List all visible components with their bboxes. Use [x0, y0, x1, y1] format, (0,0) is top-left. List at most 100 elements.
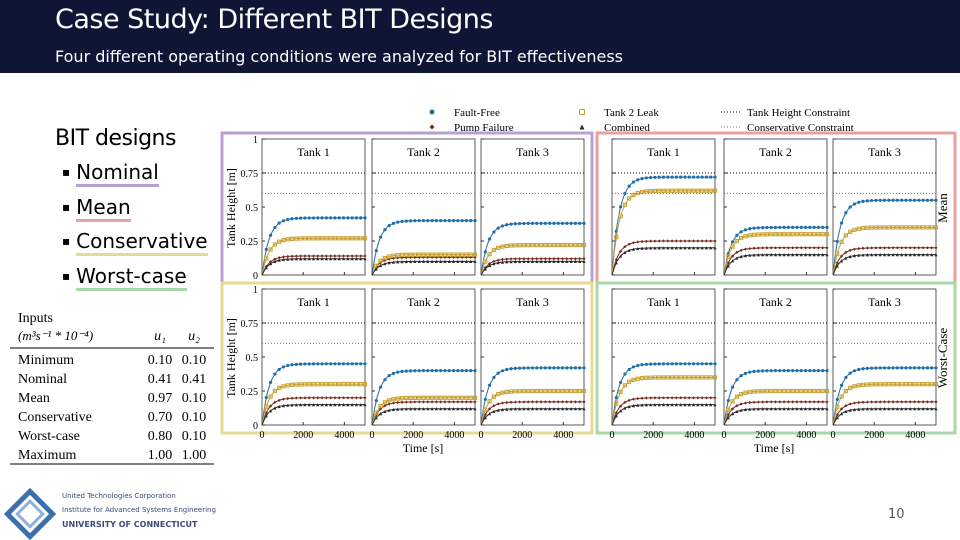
marker — [799, 232, 804, 237]
marker — [483, 397, 487, 401]
marker — [286, 254, 290, 259]
marker — [513, 407, 517, 411]
marker — [865, 382, 870, 387]
series-curve — [723, 369, 829, 426]
marker — [281, 219, 286, 223]
marker — [387, 408, 391, 412]
marker — [713, 239, 717, 243]
x-tick-label: 0 — [610, 430, 615, 441]
marker — [363, 396, 367, 400]
marker — [374, 398, 378, 403]
marker — [464, 259, 469, 264]
marker — [712, 375, 718, 380]
bullet-text: Conservative — [76, 229, 208, 256]
panel-title: Tank 1 — [647, 295, 680, 309]
x-tick-label: 4000 — [796, 430, 816, 441]
marker — [917, 407, 921, 411]
marker — [434, 252, 439, 257]
marker — [795, 225, 799, 230]
marker — [861, 199, 865, 203]
marker — [303, 403, 307, 407]
marker — [496, 261, 500, 265]
marker — [679, 175, 683, 179]
marker — [345, 382, 350, 387]
y-tick-label: 0.25 — [241, 387, 259, 398]
x-tick-label: 4000 — [334, 430, 354, 441]
marker — [487, 407, 492, 411]
marker — [678, 375, 683, 380]
marker — [359, 254, 363, 258]
marker — [743, 390, 748, 395]
marker — [816, 369, 821, 373]
marker — [700, 175, 704, 179]
marker — [925, 407, 930, 411]
marker — [538, 242, 544, 248]
x-tick-label: 0 — [260, 430, 265, 441]
marker — [618, 205, 623, 209]
table-cell: 0.80 — [148, 429, 173, 444]
bullet-glyph: ▪ — [62, 234, 71, 248]
marker — [299, 362, 303, 366]
slide-title: Case Study: Different BIT Designs — [55, 4, 494, 35]
marker — [713, 403, 717, 407]
panel-frame — [611, 138, 716, 276]
marker — [285, 237, 290, 242]
marker — [290, 363, 294, 367]
marker — [434, 259, 438, 264]
marker — [430, 369, 434, 373]
panel-frame — [371, 138, 476, 276]
marker — [799, 225, 803, 230]
marker — [518, 257, 522, 261]
marker — [455, 395, 460, 400]
marker — [679, 239, 683, 243]
table-cell: 1.00 — [182, 448, 207, 463]
marker — [618, 380, 623, 385]
marker — [556, 259, 560, 264]
marker — [447, 252, 452, 257]
marker — [687, 375, 692, 380]
marker — [409, 219, 413, 223]
marker — [487, 263, 492, 268]
series-curve — [261, 216, 367, 276]
panel-title: Tank 1 — [297, 295, 330, 309]
marker — [500, 224, 505, 228]
marker — [569, 242, 574, 248]
marker — [548, 400, 552, 404]
marker — [644, 375, 649, 380]
marker — [277, 239, 282, 244]
marker — [895, 407, 899, 411]
marker — [825, 400, 829, 404]
marker — [791, 369, 795, 373]
series-curve — [480, 388, 587, 426]
marker — [670, 396, 674, 400]
marker — [294, 403, 298, 407]
marker — [791, 253, 795, 257]
marker — [556, 400, 560, 404]
marker — [661, 188, 666, 193]
marker — [649, 403, 653, 407]
marker — [904, 400, 908, 404]
marker — [696, 403, 700, 407]
table-cell: 0.10 — [182, 429, 207, 444]
marker — [548, 407, 552, 411]
marker — [412, 395, 418, 400]
marker — [430, 400, 434, 404]
marker — [803, 246, 808, 250]
marker — [895, 253, 899, 257]
panel-title: Tank 2 — [759, 295, 792, 309]
marker — [844, 375, 848, 380]
marker — [430, 255, 434, 259]
marker — [303, 396, 307, 400]
marker — [696, 362, 700, 366]
marker — [582, 366, 586, 370]
marker — [294, 257, 298, 261]
marker — [564, 388, 569, 394]
legend-label: Fault-Free — [454, 107, 500, 119]
marker — [469, 259, 473, 264]
marker — [812, 246, 816, 250]
marker — [921, 407, 925, 411]
marker — [627, 242, 631, 246]
marker — [890, 225, 896, 230]
marker — [565, 257, 569, 261]
marker — [504, 243, 509, 249]
